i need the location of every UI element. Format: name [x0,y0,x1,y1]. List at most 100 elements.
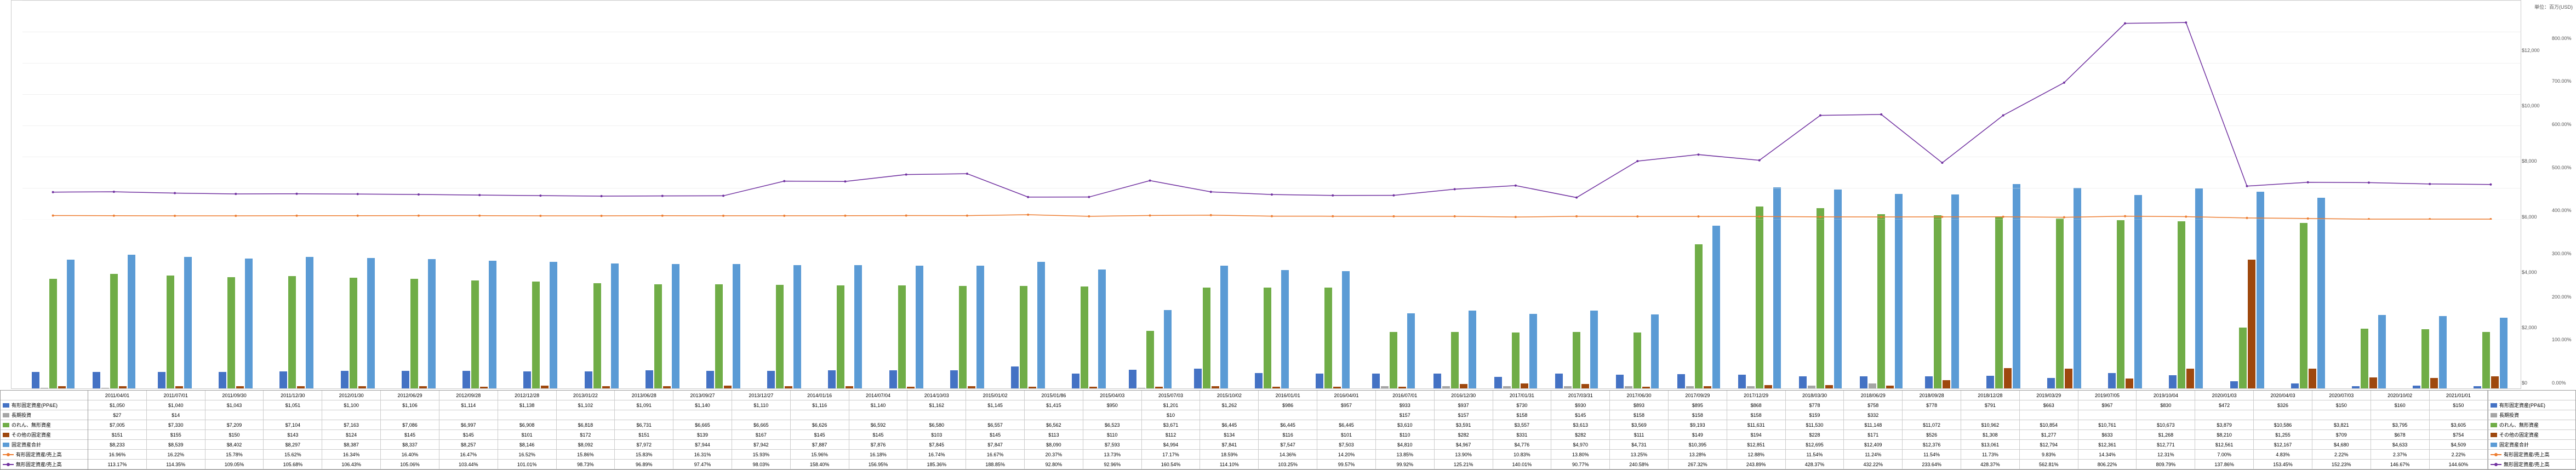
cell-header: 2020/04/03 [2254,391,2312,400]
cell-header: 2015/04/03 [1083,391,1141,400]
cell-s1: $1,102 [557,400,615,410]
cell-s6: 16.34% [322,450,380,460]
cell-s7: 105.68% [264,460,322,469]
data-col: 2018/06/29$758$332$11,148$171$12,40911.2… [1844,391,1903,469]
cell-s2 [1259,410,1317,420]
bar-s2 [1808,386,1815,388]
legend-s5: 固定資産合計 [1,440,88,450]
cell-s1: $160 [2371,400,2429,410]
data-col: 2020/07/03$150$3,821$709$4,6802.22%152.2… [2312,391,2371,469]
cell-header: 2012/01/30 [322,391,380,400]
swatch-s3 [3,423,9,427]
period-group [1668,1,1729,388]
cell-s4: $101 [1317,430,1375,440]
data-col: 2013/01/22$1,102$6,818$172$8,09215.86%98… [557,391,615,469]
cell-s5: $8,146 [498,440,556,450]
cell-s1: $1,138 [498,400,556,410]
bar-s4 [1943,380,1950,388]
cell-s6: 13.73% [1083,450,1141,460]
data-table: 有形固定資産(PP&E)長期投資のれん、無形資産その他の固定資産固定資産合計有形… [0,390,2576,470]
cell-s6: 13.25% [1610,450,1668,460]
cell-s2: $158 [1669,410,1727,420]
cell-s1: $1,140 [673,400,732,410]
cell-s2 [849,410,907,420]
data-col: 2012/12/28$1,138$6,908$101$8,14616.52%10… [498,391,557,469]
swatch-s4 [2491,433,2497,437]
cell-s6: 16.18% [849,450,907,460]
y-right-tick: 800.00% [2552,36,2572,41]
data-col: 2015/01/02$1,145$6,557$145$7,84716.67%18… [966,391,1025,469]
cell-s3: $7,163 [322,420,380,430]
bar-s5 [672,264,679,388]
bar-s4 [1089,387,1097,388]
cell-s5: $7,944 [673,440,732,450]
cell-s1: $1,043 [205,400,264,410]
cell-s1: $830 [2137,400,2195,410]
cell-s6: 14.20% [1317,450,1375,460]
legend-s4: その他の固定資産 [2488,430,2575,440]
cell-s1: $1,106 [381,400,439,410]
bar-s1 [2352,386,2360,388]
cell-s7: 99.92% [1376,460,1434,469]
cell-s4: $526 [1903,430,1961,440]
data-col: 2017/12/29$868$158$11,631$194$12,85112.8… [1727,391,1786,469]
bar-s1 [1799,376,1807,388]
cell-s4: $282 [1435,430,1493,440]
bar-s1 [523,371,531,388]
data-columns: 2011/04/01$1,050$27$7,005$151$8,23316.96… [88,391,2488,469]
bar-s5 [2074,188,2081,388]
bar-s5 [916,266,923,388]
cell-s1: $472 [2195,400,2253,410]
cell-s6: 15.96% [791,450,849,460]
cell-s7: 153.45% [2254,460,2312,469]
bar-s5 [128,255,135,388]
bar-s2 [1747,386,1755,389]
data-col: 2011/09/30$1,043$7,209$150$8,40215.78%10… [205,391,264,469]
period-group [83,1,144,388]
cell-s4: $151 [88,430,146,440]
cell-s5: $12,851 [1727,440,1785,450]
cell-s4: $149 [1669,430,1727,440]
cell-s3: $11,530 [1786,420,1844,430]
period-group [1485,1,1546,388]
legend-label: 長期投資 [2499,411,2519,419]
bar-s5 [245,259,253,388]
bar-s4 [297,386,305,388]
bar-s4 [1581,384,1589,388]
cell-s3: $7,005 [88,420,146,430]
cell-header: 2013/06/28 [615,391,673,400]
swatch-s7 [2491,464,2501,465]
cell-s1: $1,145 [966,400,1024,410]
cell-s5: $7,876 [849,440,907,450]
data-col: 2018/09/28$778$11,072$526$12,37611.54%23… [1903,391,1961,469]
period-group [1912,1,1973,388]
cell-s1: $778 [1903,400,1961,410]
cell-s4: $282 [1551,430,1609,440]
cell-s6: 16.47% [439,450,498,460]
cell-header: 2016/01/01 [1259,391,1317,400]
cell-s2 [673,410,732,420]
cell-s2 [2371,410,2429,420]
cell-s6: 15.62% [264,450,322,460]
cell-s5: $7,887 [791,440,849,450]
cell-s6: 13.80% [1551,450,1609,460]
bar-s4 [1521,383,1528,388]
bar-s4 [419,386,427,388]
bar-s5 [1098,270,1106,388]
bar-s5 [2317,198,2325,388]
cell-header: 2017/09/29 [1669,391,1727,400]
cell-header: 2013/12/27 [732,391,790,400]
bar-s3 [532,282,540,388]
cell-s7: 105.06% [381,460,439,469]
data-col: 2014/10/03$1,162$6,580$103$7,84516.74%18… [907,391,966,469]
cell-s5: $8,090 [1025,440,1083,450]
data-col: 2018/12/28$791$10,962$1,308$13,06111.73%… [1961,391,2020,469]
legend-s4: その他の固定資産 [1,430,88,440]
bar-s1 [1433,374,1441,388]
cell-s7: 144.60% [2430,460,2488,469]
cell-s1: $1,050 [88,400,146,410]
bar-s3 [1633,333,1641,388]
bar-s1 [2108,373,2116,388]
cell-s3: $3,671 [1142,420,1200,430]
period-group [1607,1,1668,388]
